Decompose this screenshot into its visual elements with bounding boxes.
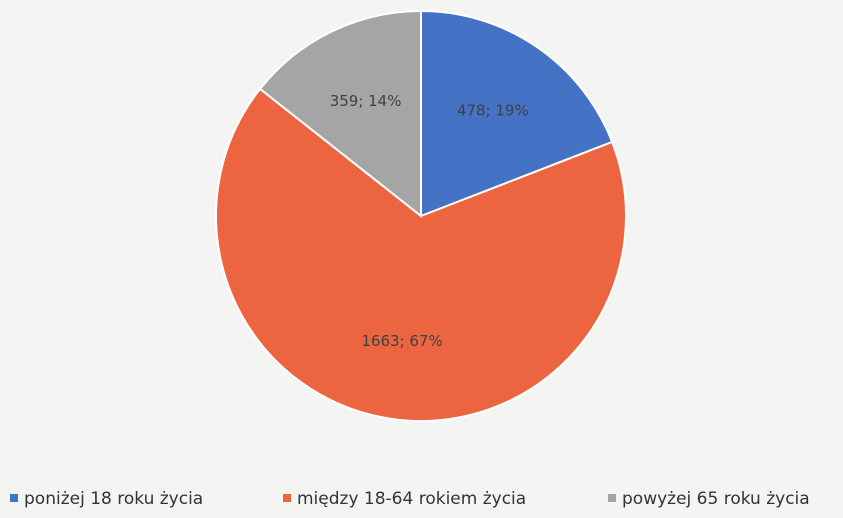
- pie-slice: [420, 9, 614, 218]
- legend-swatch: [608, 494, 616, 502]
- data-label: 1663; 67%: [361, 332, 442, 350]
- legend-label: powyżej 65 roku życia: [622, 489, 810, 509]
- legend-label: poniżej 18 roku życia: [24, 489, 203, 509]
- data-label: 359; 14%: [330, 92, 402, 110]
- legend-swatch: [283, 494, 291, 502]
- legend-label: między 18-64 rokiem życia: [297, 489, 526, 509]
- data-label: 478; 19%: [457, 102, 529, 120]
- pie-slice: [258, 9, 422, 219]
- legend-swatch: [10, 494, 18, 502]
- pie-slice: [215, 87, 627, 422]
